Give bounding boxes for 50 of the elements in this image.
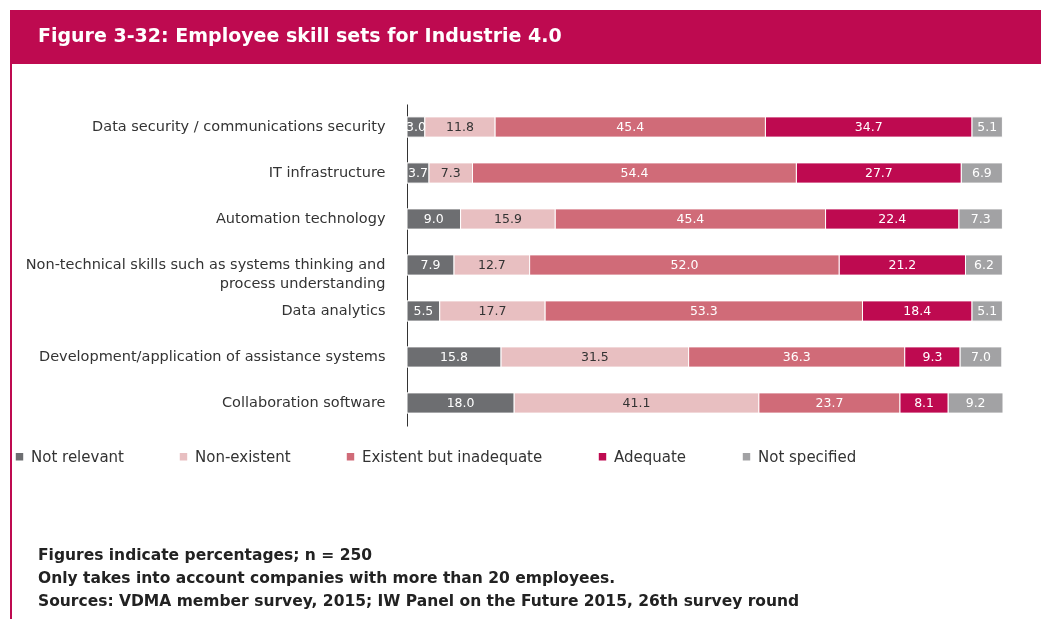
data-label: 7.0 — [971, 349, 991, 364]
data-label: 54.4 — [620, 165, 649, 180]
data-label: 45.4 — [616, 119, 645, 134]
data-label: 5.1 — [977, 303, 998, 318]
source-note: Sources: VDMA member survey, 2015; IW Panel on the Future 2015, 26th survey round — [38, 591, 800, 612]
data-label: 34.7 — [854, 119, 883, 134]
data-label: 7.3 — [970, 211, 991, 226]
data-label: 31.5 — [580, 349, 609, 364]
text: Only takes into account companies with more than 20 employees. — [38, 568, 617, 589]
data-label: 41.1 — [622, 395, 651, 410]
y-tick-label: Collaboration software — [221, 394, 386, 410]
y-tick-label: Data analytics — [281, 302, 386, 318]
data-label: 17.7 — [478, 303, 507, 318]
y-tick-label: Automation technology — [215, 210, 386, 226]
data-label: 36.3 — [782, 349, 811, 364]
y-tick-label: IT infrastructure — [268, 164, 386, 180]
data-label: 53.3 — [689, 303, 718, 318]
legend-label: Existent but inadequate — [362, 447, 543, 466]
legend-label: Adequate — [614, 447, 687, 466]
data-label: 6.2 — [974, 257, 994, 272]
data-label: 6.9 — [971, 165, 992, 180]
data-label: 15.9 — [494, 211, 522, 226]
chart-title: Figure 3-32: Employee skill sets for Industrie 4.0 — [10, 10, 1041, 64]
y-tick-label: Non-technical skills such as systems thinking and process understanding — [25, 256, 386, 291]
data-label: 12.7 — [477, 257, 506, 272]
data-label: 22.4 — [878, 211, 907, 226]
data-label: 27.7 — [864, 165, 893, 180]
legend-label: Not relevant — [31, 447, 125, 466]
legend-label: Non-existent — [195, 447, 291, 466]
data-label: 7.3 — [440, 165, 461, 180]
data-label: 9.0 — [423, 211, 444, 226]
data-label: 9.2 — [965, 395, 986, 410]
data-label: 15.8 — [440, 349, 468, 364]
data-label: 11.8 — [446, 119, 474, 134]
data-label: 21.2 — [888, 257, 917, 272]
data-label: 23.7 — [815, 395, 844, 410]
data-label: 5.1 — [977, 119, 998, 134]
data-label: 52.0 — [670, 257, 699, 272]
y-tick-label: Development/application of assistance systems — [39, 348, 386, 364]
text: Figures indicate percentages; n = 250 — [38, 545, 373, 566]
legend-label: Not specified — [758, 447, 857, 466]
data-label: 3.7 — [408, 165, 428, 180]
y-tick-label: Data security / communications security — [92, 118, 386, 134]
data-label: 9.3 — [922, 349, 943, 364]
data-label: 8.1 — [914, 395, 935, 410]
data-label: 45.4 — [676, 211, 705, 226]
data-label: 18.4 — [903, 303, 932, 318]
data-label: 18.0 — [446, 395, 475, 410]
data-label: 7.9 — [420, 257, 441, 272]
data-label: 5.5 — [413, 303, 434, 318]
